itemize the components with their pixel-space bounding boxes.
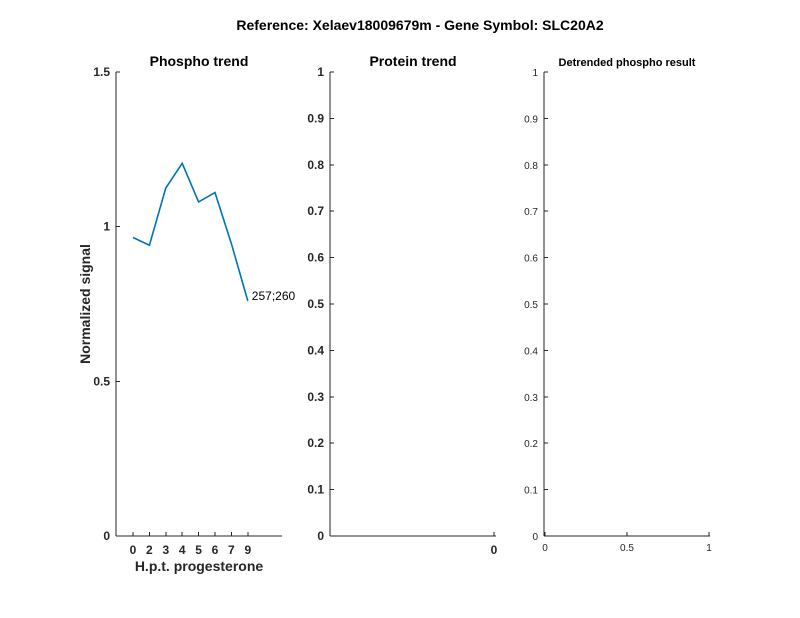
phospho-x-tick-label: 3 xyxy=(162,543,169,557)
phospho-x-tick-label: 5 xyxy=(195,543,202,557)
detrended-y-tick-label: 0.8 xyxy=(524,161,538,172)
detrended-x-tick-label: 0 xyxy=(542,543,548,554)
phospho-x-label: H.p.t. progesterone xyxy=(135,558,264,574)
detrended-x-ticks: 0 0.5 1 xyxy=(542,532,712,554)
phospho-y-ticks: 0 0.5 1 1.5 xyxy=(93,65,120,543)
protein-y-tick-label: 0.5 xyxy=(307,297,324,311)
phospho-x-tick-label: 0 xyxy=(130,543,137,557)
protein-y-tick-label: 1 xyxy=(317,65,324,79)
protein-y-tick-label: 0.4 xyxy=(307,343,324,357)
phospho-y-label: Normalized signal xyxy=(77,244,93,364)
phospho-y-tick-label: 0.5 xyxy=(93,374,110,388)
phospho-x-tick-label: 7 xyxy=(228,543,235,557)
detrended-y-tick-label: 0.9 xyxy=(524,114,538,125)
detrended-y-tick-label: 1 xyxy=(532,68,538,79)
phospho-y-tick-label: 1.5 xyxy=(93,65,110,79)
protein-y-tick-label: 0.9 xyxy=(307,111,324,125)
detrended-y-tick-label: 0.5 xyxy=(524,300,538,311)
protein-trend-panel: Protein trend 00.10.20.30.40.50.60.70.80… xyxy=(307,53,497,557)
protein-x-tick-label: 0 xyxy=(491,543,498,557)
detrended-y-tick-label: 0 xyxy=(532,532,538,543)
phospho-trend-title: Phospho trend xyxy=(150,53,249,69)
detrended-phospho-title: Detrended phospho result xyxy=(559,57,696,69)
phospho-x-tick-label: 6 xyxy=(212,543,219,557)
protein-x-ticks: 0 xyxy=(491,532,498,557)
protein-y-tick-label: 0.2 xyxy=(307,436,324,450)
phospho-y-tick-label: 0 xyxy=(103,529,110,543)
phospho-annotation: 257;260 xyxy=(252,289,296,303)
protein-y-tick-label: 0.7 xyxy=(307,204,324,218)
protein-y-tick-label: 0.3 xyxy=(307,390,324,404)
detrended-y-tick-label: 0.3 xyxy=(524,393,538,404)
phospho-x-tick-label: 9 xyxy=(244,543,251,557)
phospho-series-line xyxy=(132,161,249,302)
detrended-x-tick-label: 0.5 xyxy=(620,543,634,554)
detrended-y-tick-label: 0.7 xyxy=(524,207,538,218)
detrended-y-tick-label: 0.2 xyxy=(524,439,538,450)
detrended-x-tick-label: 1 xyxy=(706,543,712,554)
detrended-y-tick-label: 0.1 xyxy=(524,486,538,497)
detrended-phospho-panel: Detrended phospho result 0 0.1 0.2 0.3 0.4 0.… xyxy=(524,57,712,554)
protein-trend-title: Protein trend xyxy=(369,53,456,69)
phospho-y-tick-label: 1 xyxy=(103,220,110,234)
detrended-y-tick-label: 0.6 xyxy=(524,254,538,265)
protein-y-tick-label: 0.1 xyxy=(307,483,324,497)
protein-y-tick-label: 0 xyxy=(317,529,324,543)
detrended-y-ticks: 0 0.1 0.2 0.3 0.4 0.5 0.6 0.7 0.8 0.9 1 xyxy=(524,68,548,543)
protein-y-tick-label: 0.6 xyxy=(307,251,324,265)
protein-y-tick-label: 0.8 xyxy=(307,158,324,172)
detrended-y-tick-label: 0.4 xyxy=(524,346,538,357)
figure-title: Reference: Xelaev18009679m - Gene Symbol… xyxy=(236,17,604,33)
phospho-x-tick-label: 4 xyxy=(179,543,186,557)
phospho-x-tick-label: 2 xyxy=(146,543,153,557)
protein-y-ticks: 0 0.1 0.2 0.3 0.4 0.5 0.6 0.7 0.8 0.9 1 xyxy=(307,65,334,543)
